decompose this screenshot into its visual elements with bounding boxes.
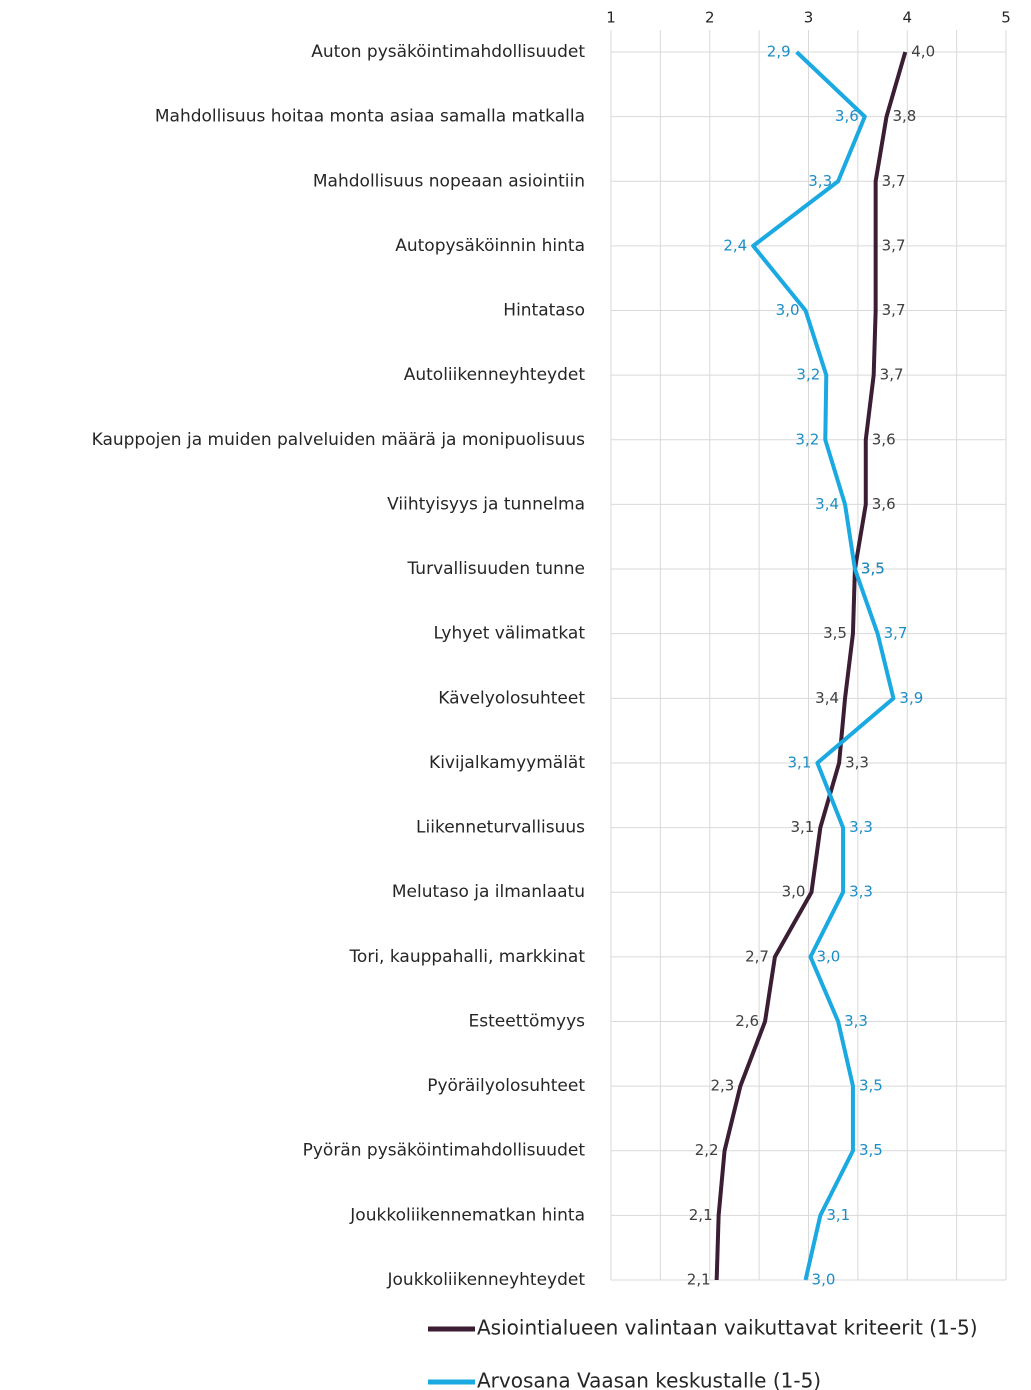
data-label: 3,3 xyxy=(849,818,873,836)
data-label: 3,6 xyxy=(835,107,859,125)
y-tick-label: Joukkoliikennematkan hinta xyxy=(349,1205,585,1225)
data-label: 3,3 xyxy=(808,172,832,190)
x-tick-label: 4 xyxy=(902,9,912,27)
y-tick-label: Kauppojen ja muiden palveluiden määrä ja… xyxy=(92,430,586,450)
data-label: 3,3 xyxy=(845,753,869,771)
y-tick-label: Melutaso ja ilmanlaatu xyxy=(392,882,585,902)
data-label: 3,2 xyxy=(795,430,819,448)
data-label: 3,4 xyxy=(815,495,839,513)
x-tick-label: 1 xyxy=(606,9,616,27)
data-label: 2,1 xyxy=(689,1206,713,1224)
data-label: 3,9 xyxy=(899,689,923,707)
data-label: 3,7 xyxy=(880,366,904,384)
data-label: 3,0 xyxy=(816,947,840,965)
data-label: 3,7 xyxy=(882,236,906,254)
data-label: 3,0 xyxy=(812,1271,836,1289)
y-tick-label: Pyörän pysäköintimahdollisuudet xyxy=(303,1141,586,1161)
y-tick-label: Pyöräilyolosuhteet xyxy=(427,1076,585,1096)
series-line xyxy=(751,50,896,1281)
data-label: 2,4 xyxy=(723,236,747,254)
data-label: 3,5 xyxy=(823,624,847,642)
y-tick-label: Turvallisuuden tunne xyxy=(407,559,586,579)
data-label: 3,0 xyxy=(782,883,806,901)
data-label: 3,1 xyxy=(826,1206,850,1224)
legend-label: Arvosana Vaasan keskustalle (1-5) xyxy=(477,1369,821,1390)
data-label: 3,5 xyxy=(861,560,885,578)
data-label: 3,7 xyxy=(882,172,906,190)
y-tick-label: Hintataso xyxy=(503,301,585,321)
data-label: 3,2 xyxy=(796,366,820,384)
y-tick-label: Autopysäköinnin hinta xyxy=(395,236,585,256)
data-label: 3,1 xyxy=(788,753,812,771)
data-label: 2,3 xyxy=(711,1077,735,1095)
y-tick-label: Auton pysäköintimahdollisuudet xyxy=(311,42,585,62)
data-label: 2,9 xyxy=(767,43,791,61)
data-label: 3,6 xyxy=(872,495,896,513)
data-label: 3,4 xyxy=(815,689,839,707)
data-label: 2,7 xyxy=(745,947,769,965)
data-label: 3,0 xyxy=(776,301,800,319)
data-label: 3,7 xyxy=(884,624,908,642)
data-label: 3,6 xyxy=(872,430,896,448)
legend-label: Asiointialueen valintaan vaikuttavat kri… xyxy=(477,1316,978,1340)
y-tick-label: Tori, kauppahalli, markkinat xyxy=(348,947,585,967)
y-tick-label: Esteettömyys xyxy=(469,1011,586,1031)
y-tick-label: Autoliikenneyhteydet xyxy=(404,365,586,385)
data-label: 3,5 xyxy=(861,560,885,578)
data-label: 3,8 xyxy=(893,107,917,125)
y-tick-label: Mahdollisuus nopeaan asiointiin xyxy=(313,171,585,191)
data-label: 3,3 xyxy=(849,883,873,901)
y-tick-label: Joukkoliikenneyhteydet xyxy=(387,1270,586,1290)
y-tick-label: Kävelyolosuhteet xyxy=(438,688,585,708)
data-label: 3,5 xyxy=(859,1141,883,1159)
data-label: 4,0 xyxy=(911,43,935,61)
x-tick-label: 2 xyxy=(705,9,715,27)
y-tick-label: Kivijalkamyymälät xyxy=(429,753,585,773)
y-tick-label: Viihtyisyys ja tunnelma xyxy=(387,494,585,514)
data-label: 3,5 xyxy=(859,1077,883,1095)
y-tick-label: Mahdollisuus hoitaa monta asiaa samalla … xyxy=(155,107,585,127)
data-label: 3,3 xyxy=(844,1012,868,1030)
data-label: 3,1 xyxy=(790,818,814,836)
data-label: 2,6 xyxy=(735,1012,759,1030)
y-tick-label: Lyhyet välimatkat xyxy=(433,624,585,644)
data-label: 2,2 xyxy=(695,1141,719,1159)
data-label: 3,7 xyxy=(882,301,906,319)
y-tick-label: Liikenneturvallisuus xyxy=(416,818,585,838)
series-line xyxy=(714,51,908,1281)
x-tick-label: 5 xyxy=(1001,9,1011,27)
x-tick-label: 3 xyxy=(804,9,814,27)
data-label: 2,1 xyxy=(687,1271,711,1289)
